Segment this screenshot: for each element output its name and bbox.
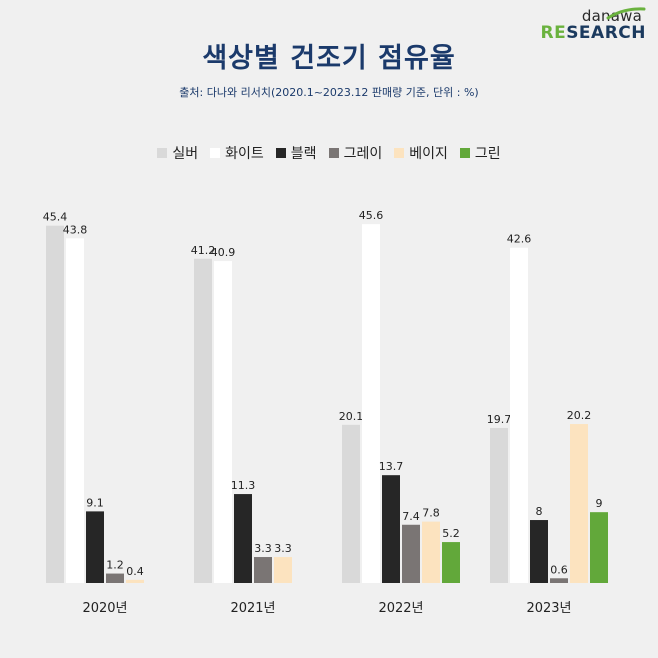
legend-item-5: 그린 [459,143,501,163]
data-label-2-1: 45.6 [359,209,384,222]
data-label-0-1: 43.8 [63,223,88,236]
legend-label-2: 블랙 [290,146,317,162]
category-label-1: 2021년 [230,601,275,616]
legend-swatch-5 [459,148,470,158]
data-label-3-0: 19.7 [487,413,512,426]
legend-item-2: 블랙 [275,143,317,163]
page-title: 색상별 건조기 점유율 [202,43,456,74]
bar-2-4 [422,521,440,583]
data-label-3-2: 8 [536,505,543,518]
data-label-0-0: 45.4 [43,211,68,224]
legend-label-3: 그레이 [343,146,383,162]
swoosh-icon [606,7,646,20]
category-label-3: 2023년 [526,601,571,616]
legend-item-3: 그레이 [328,143,383,163]
data-label-1-0: 41.2 [191,244,216,257]
bar-3-5 [590,512,608,583]
legend-item-0: 실버 [157,143,198,163]
data-label-2-0: 20.1 [339,410,364,423]
legend-label-0: 실버 [172,146,199,162]
bar-1-0 [194,258,212,583]
legend-swatch-0 [157,148,168,158]
bar-3-1 [510,247,528,583]
legend-label-5: 그린 [474,146,501,162]
data-label-3-4: 20.2 [567,409,592,422]
bar-2-5 [442,542,460,583]
legend-label-4: 베이지 [409,146,448,162]
data-label-2-3: 7.4 [402,510,420,523]
bar-2-3 [402,524,420,583]
bar-3-0 [490,427,508,583]
category-label-2: 2022년 [378,601,423,616]
bar-1-4 [274,557,292,583]
bar-1-1 [214,261,232,583]
danawa-research-logo: danawa RESEARCH [540,7,646,43]
bar-1-2 [234,494,252,583]
data-label-1-2: 11.3 [231,479,256,492]
bar-3-2 [530,520,548,583]
data-label-2-2: 13.7 [379,460,404,473]
data-label-1-4: 3.3 [274,542,292,555]
bar-0-0 [46,225,64,583]
data-label-0-4: 0.4 [126,565,144,578]
data-label-0-3: 1.2 [106,559,124,572]
source-note: 출처: 다나와 리서치(2020.1~2023.12 판매량 기준, 단위 : … [179,86,479,99]
legend-swatch-3 [328,148,339,158]
legend-swatch-4 [394,148,405,158]
bar-2-1 [362,224,380,584]
legend-item-1: 화이트 [210,143,264,163]
data-label-1-3: 3.3 [254,542,272,555]
data-label-0-2: 9.1 [86,496,104,509]
logo-research-accent: RE [540,23,567,43]
category-label-0: 2020년 [82,601,127,616]
bar-0-1 [66,238,84,583]
logo-research-rest: SEARCH [566,23,646,43]
bar-3-4 [570,424,588,583]
bar-0-2 [86,511,104,583]
bar-0-3 [106,573,124,583]
bar-2-0 [342,424,360,583]
legend-swatch-1 [210,148,221,158]
data-label-1-1: 40.9 [211,246,236,259]
data-label-2-5: 5.2 [442,527,460,540]
legend-item-4: 베이지 [394,143,448,163]
data-label-3-5: 9 [596,497,603,510]
data-label-2-4: 7.8 [422,507,440,520]
bar-2-2 [382,475,400,583]
bar-0-4 [126,579,144,583]
data-label-3-3: 0.6 [550,563,568,576]
chart-legend: 실버 화이트 블랙 그레이 베이지 그린 [0,143,658,163]
logo-research-text: RESEARCH [540,24,646,43]
bar-1-3 [254,557,272,583]
legend-label-1: 화이트 [225,146,264,162]
data-label-3-1: 42.6 [507,233,532,246]
bar-3-3 [550,578,568,583]
legend-swatch-2 [275,148,286,158]
